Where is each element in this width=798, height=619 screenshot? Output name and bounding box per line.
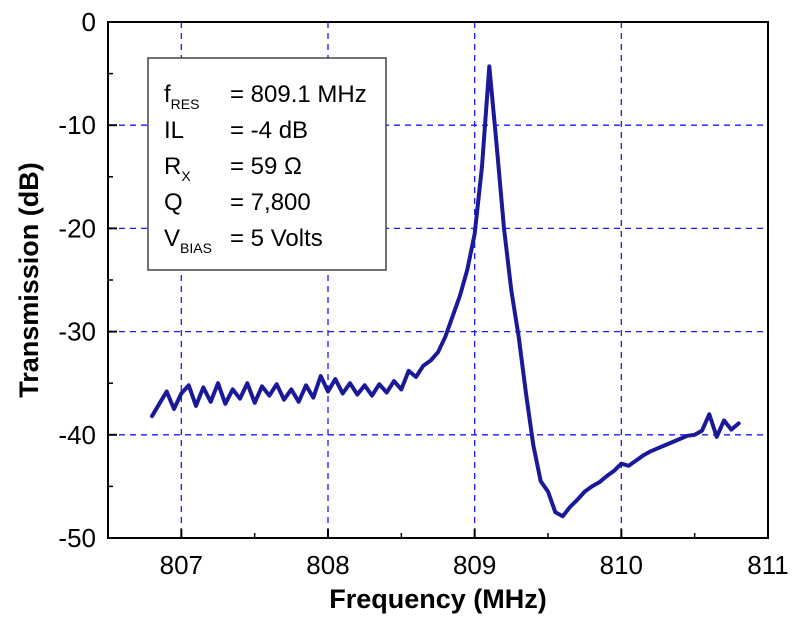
annotation-value: = 7,800	[230, 189, 311, 216]
series-layer	[150, 64, 741, 519]
series-line	[150, 64, 741, 519]
grid-layer	[108, 22, 768, 538]
y-tick-label: -30	[58, 317, 96, 347]
y-tick-label: -20	[58, 213, 96, 243]
x-tick-label: 810	[600, 550, 643, 580]
annotation-label: VBIAS	[164, 225, 212, 256]
x-tick-label: 808	[306, 550, 349, 580]
x-tick-label: 809	[453, 550, 496, 580]
x-tick-label: 811	[747, 550, 788, 580]
annotation-label: RX	[164, 153, 191, 184]
x-axis-title: Frequency (MHz)	[329, 584, 547, 614]
y-tick-label: -40	[58, 420, 96, 450]
x-tick-label: 807	[160, 550, 203, 580]
annotation-label: IL	[164, 117, 184, 144]
annotation-value: = 59 Ω	[230, 153, 302, 180]
annotation-value: = -4 dB	[230, 117, 308, 144]
y-tick-label: 0	[82, 7, 96, 37]
y-tick-label: -10	[58, 110, 96, 140]
annotation-label: fRES	[164, 81, 199, 112]
annotation-box-frame	[147, 57, 387, 271]
ticks-layer: 807 808 809 810 811 0 -10 -20 -30 -40 -50	[58, 7, 788, 580]
annotation-value: = 5 Volts	[230, 225, 323, 252]
annotation-label: Q	[164, 189, 183, 216]
y-tick-label: -50	[58, 523, 96, 553]
annotation-value: = 809.1 MHz	[230, 81, 367, 108]
y-axis-title: Transmission (dB)	[14, 162, 44, 398]
annotation-box: fRES = 809.1 MHz IL = -4 dB RX = 59 Ω Q = 7,800…	[147, 57, 387, 271]
